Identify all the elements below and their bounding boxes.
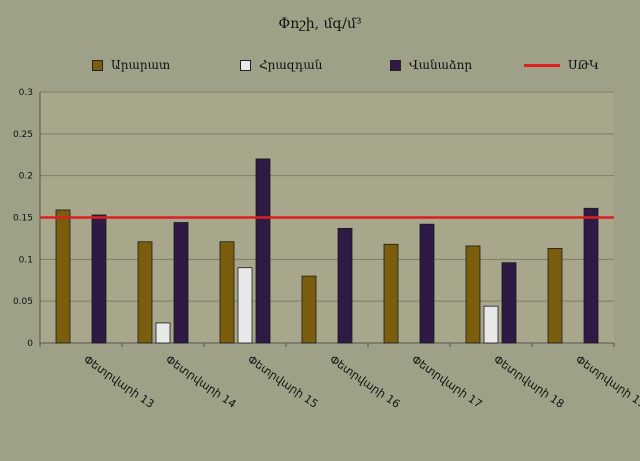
y-tick-label: 0.3 (19, 88, 33, 98)
legend: Արարատ Հրազդան Վանաձոր ՍԹԿ (0, 58, 640, 76)
bar (55, 209, 71, 344)
chart-title: Փոշի, մգ/մ³ (278, 16, 362, 32)
y-tick-label: 0 (27, 339, 33, 349)
bar (483, 305, 499, 344)
bar (237, 267, 253, 344)
y-tick-label: 0.05 (13, 297, 33, 307)
y-tick-label: 0.25 (13, 130, 33, 140)
y-tick-label: 0.1 (19, 255, 33, 265)
bar (301, 275, 317, 344)
x-tick-label: Փետրվարի 18 (491, 353, 566, 411)
bar (91, 214, 107, 344)
bar (137, 241, 153, 344)
x-tick-label: Փետրվարի 13 (81, 353, 156, 411)
legend-swatch-vanadzor (390, 59, 401, 71)
bar (383, 243, 399, 344)
legend-item-limit: ՍԹԿ (524, 58, 599, 72)
x-tick-label: Փետրվարի 14 (163, 353, 238, 411)
x-tick-label: Փետրվարի 17 (409, 353, 484, 411)
bar (255, 158, 271, 344)
legend-label-hrazdan: Հրազդան (259, 58, 323, 72)
bar (337, 227, 353, 344)
y-tick-label: 0.15 (13, 214, 33, 224)
legend-item-vanadzor: Վանաձոր (390, 58, 472, 72)
bar (465, 245, 481, 344)
legend-label-ararat: Արարատ (111, 58, 171, 72)
bar (501, 262, 517, 344)
legend-line-limit (524, 63, 560, 67)
y-tick-label: 0.2 (19, 172, 33, 182)
bar (155, 322, 171, 344)
x-tick-label: Փետրվարի 16 (327, 353, 402, 411)
bar (173, 222, 189, 344)
legend-item-ararat: Արարատ (92, 58, 170, 72)
x-tick-label: Փետրվարի 15 (245, 353, 320, 411)
legend-swatch-hrazdan (240, 59, 251, 71)
legend-swatch-ararat (92, 59, 103, 71)
bar (419, 223, 435, 344)
bar (547, 248, 563, 344)
legend-label-limit: ՍԹԿ (568, 58, 599, 72)
bar (583, 207, 599, 344)
legend-item-hrazdan: Հրազդան (240, 58, 322, 72)
bar (219, 241, 235, 344)
x-tick-label: Փետրվարի 19 (573, 353, 640, 411)
legend-label-vanadzor: Վանաձոր (409, 58, 473, 72)
plot-background (40, 92, 614, 343)
